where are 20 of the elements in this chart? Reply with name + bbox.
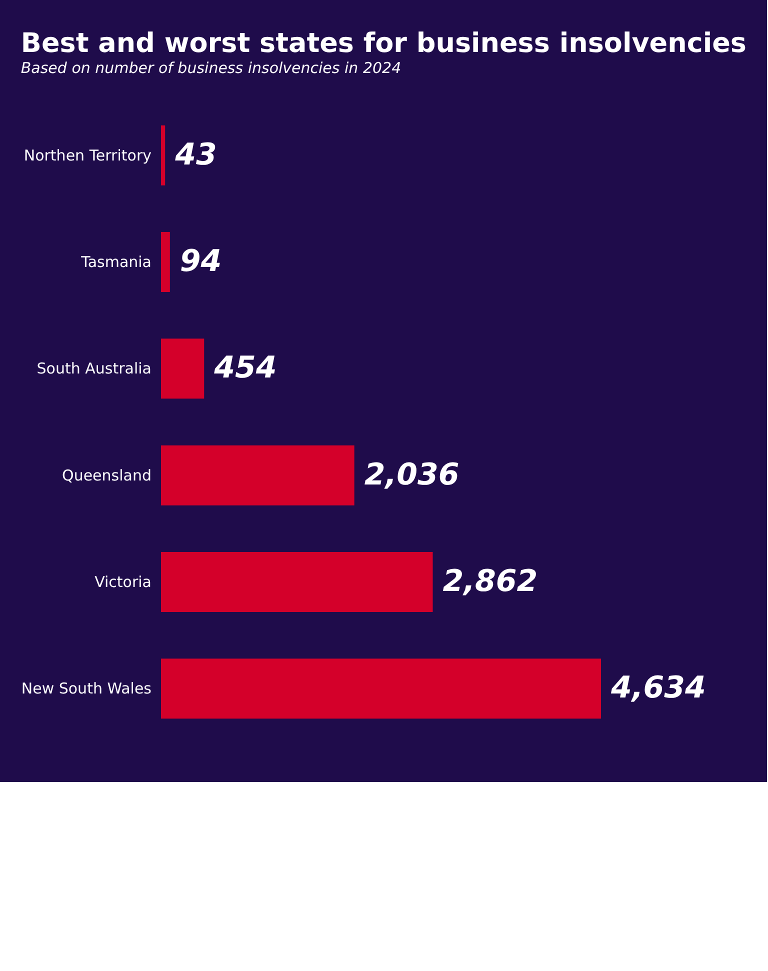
- bar: [161, 658, 601, 719]
- y-tick-label: South Australia: [36, 360, 152, 378]
- bar: [161, 232, 170, 292]
- y-tick-label: Northen Territory: [24, 146, 152, 164]
- chart-title: Best and worst states for business insolvencies: [20, 28, 746, 59]
- bar: [161, 552, 433, 612]
- y-tick-label: Victoria: [94, 573, 152, 591]
- bar: [161, 338, 204, 399]
- y-tick-label: New South Wales: [21, 680, 152, 698]
- bar: [161, 125, 166, 186]
- data-label: 2,862: [442, 564, 538, 599]
- data-label: 94: [180, 244, 222, 279]
- chart-subtitle: Based on number of business insolvencies in 2024: [20, 59, 402, 77]
- data-label: 43: [174, 137, 217, 172]
- data-label: 454: [213, 350, 277, 386]
- bar: [161, 445, 354, 506]
- y-tick-label: Tasmania: [80, 253, 152, 271]
- data-label: 4,634: [610, 670, 706, 706]
- y-tick-label: Queensland: [62, 466, 152, 484]
- data-label: 2,036: [364, 457, 460, 492]
